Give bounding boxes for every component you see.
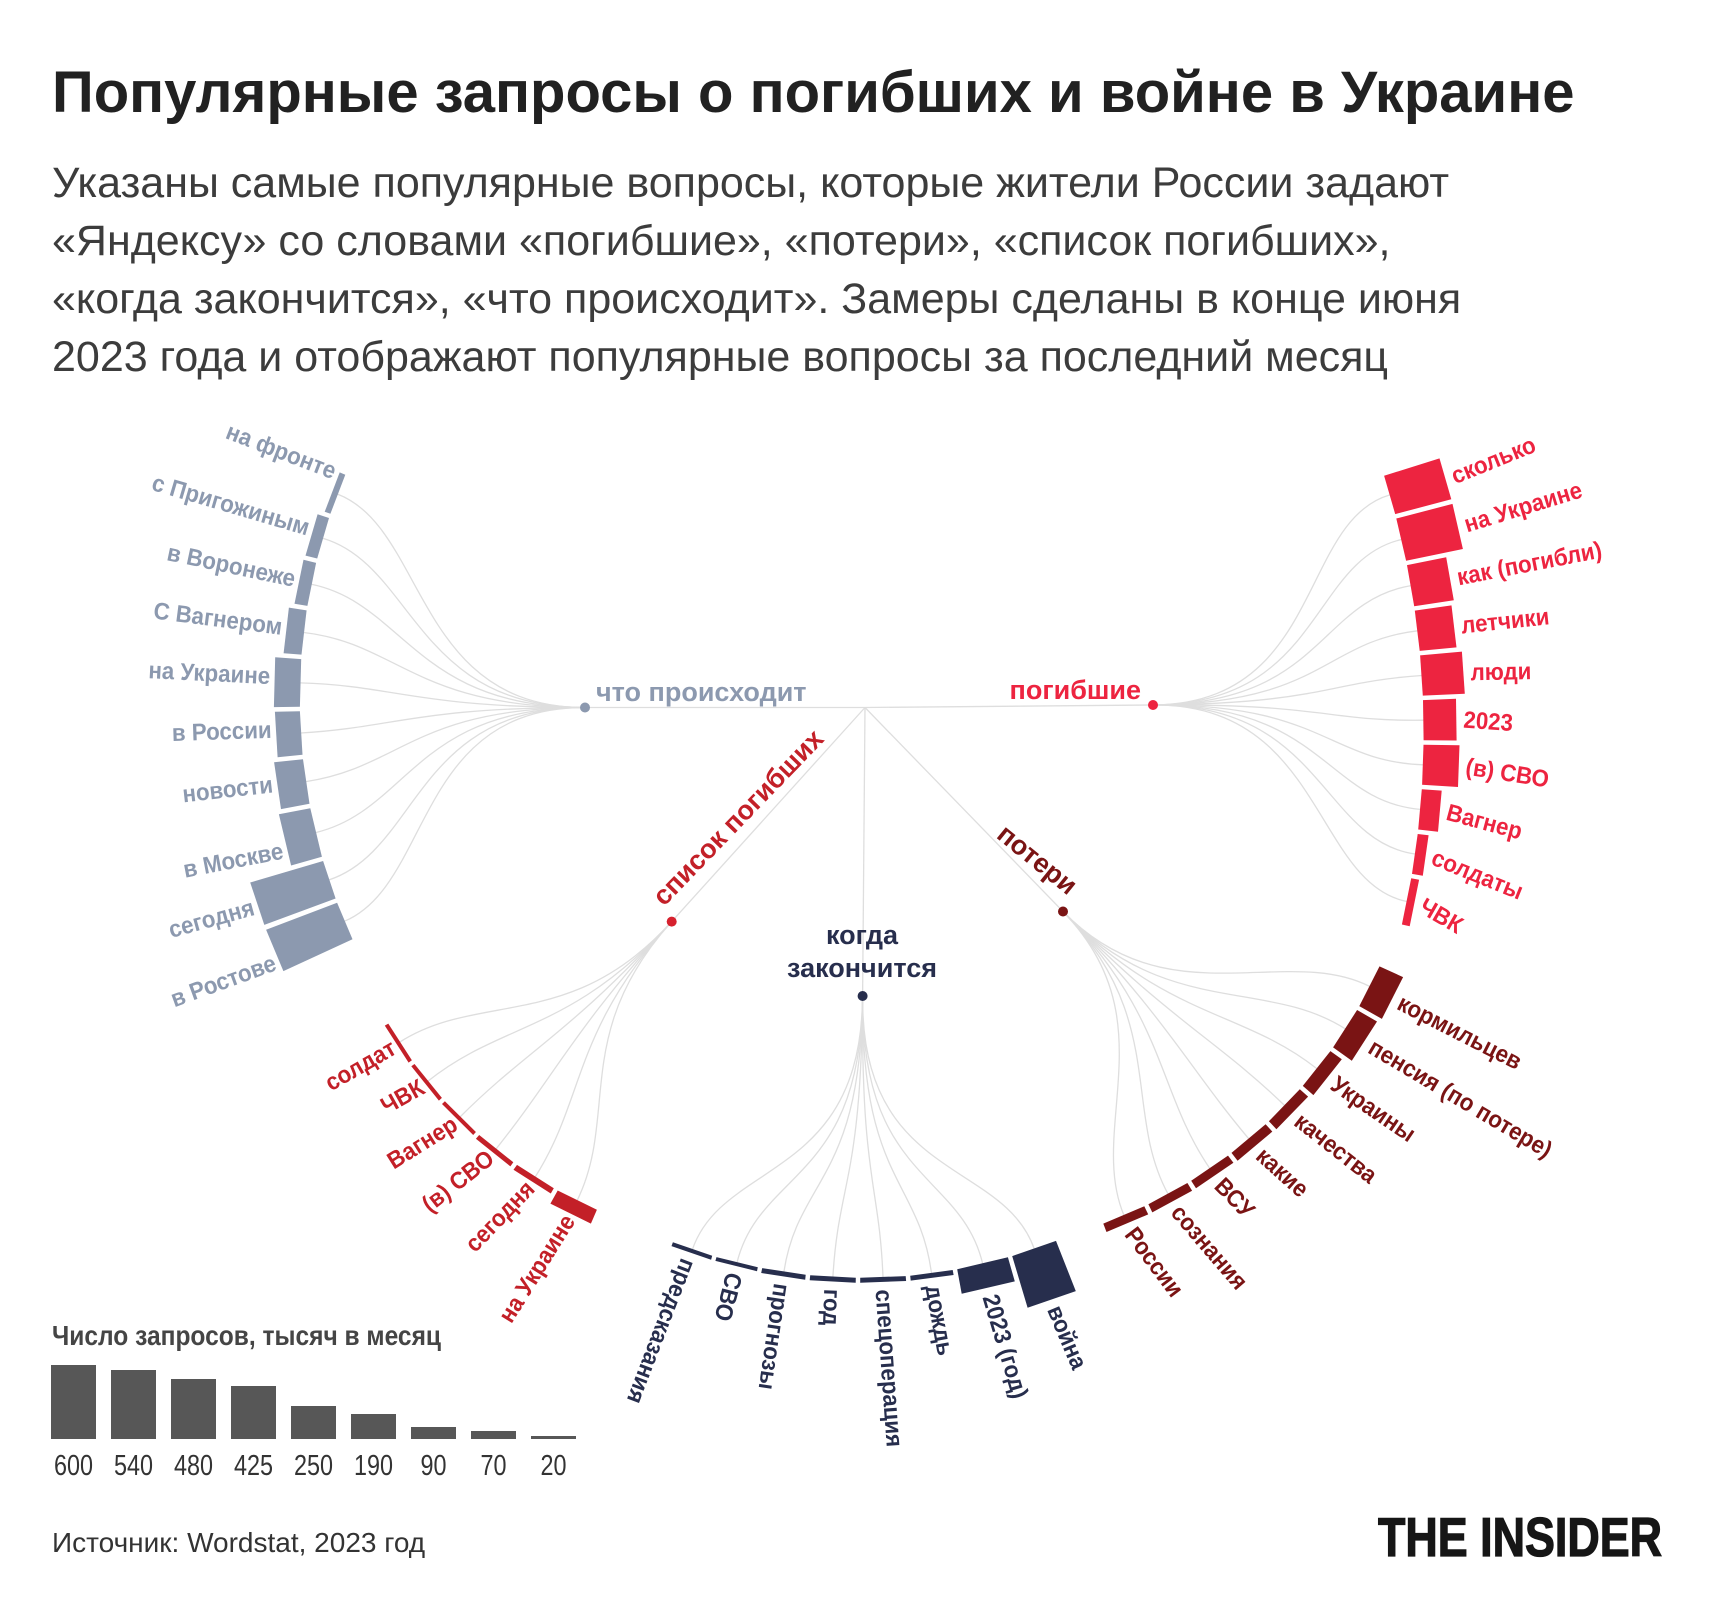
svg-text:70: 70 (481, 1450, 507, 1482)
svg-text:190: 190 (354, 1450, 393, 1482)
svg-text:480: 480 (174, 1450, 213, 1482)
svg-text:«когда закончится», «что проис: «когда закончится», «что происходит». За… (52, 275, 1461, 323)
svg-text:в России: в России (171, 716, 272, 746)
svg-text:люди: люди (1470, 657, 1531, 685)
svg-text:погибшие: погибшие (1010, 675, 1141, 705)
svg-text:на Украине: на Украине (148, 656, 271, 689)
svg-text:425: 425 (234, 1450, 273, 1482)
svg-text:THE INSIDER: THE INSIDER (1378, 1506, 1662, 1568)
svg-text:когда: когда (826, 920, 899, 950)
svg-text:«Яндексу» со словами «погибшие: «Яндексу» со словами «погибшие», «потери… (52, 217, 1391, 265)
svg-text:Источник: Wordstat, 2023 год: Источник: Wordstat, 2023 год (52, 1527, 425, 1558)
svg-text:250: 250 (294, 1450, 333, 1482)
svg-text:600: 600 (54, 1450, 93, 1482)
svg-text:Популярные запросы о погибших: Популярные запросы о погибших и войне в … (52, 60, 1575, 125)
svg-text:2023 года и отображают популяр: 2023 года и отображают популярные вопрос… (52, 333, 1388, 381)
svg-text:Число запросов, тысяч в месяц: Число запросов, тысяч в месяц (52, 1320, 441, 1351)
svg-text:90: 90 (421, 1450, 447, 1482)
svg-text:что происходит: что происходит (596, 677, 807, 707)
svg-text:закончится: закончится (787, 953, 937, 983)
svg-text:2023: 2023 (1463, 706, 1514, 736)
svg-text:20: 20 (541, 1450, 567, 1482)
svg-text:Указаны самые популярные вопро: Указаны самые популярные вопросы, которы… (52, 159, 1449, 207)
svg-text:год: год (818, 1289, 846, 1327)
svg-text:540: 540 (114, 1450, 153, 1482)
